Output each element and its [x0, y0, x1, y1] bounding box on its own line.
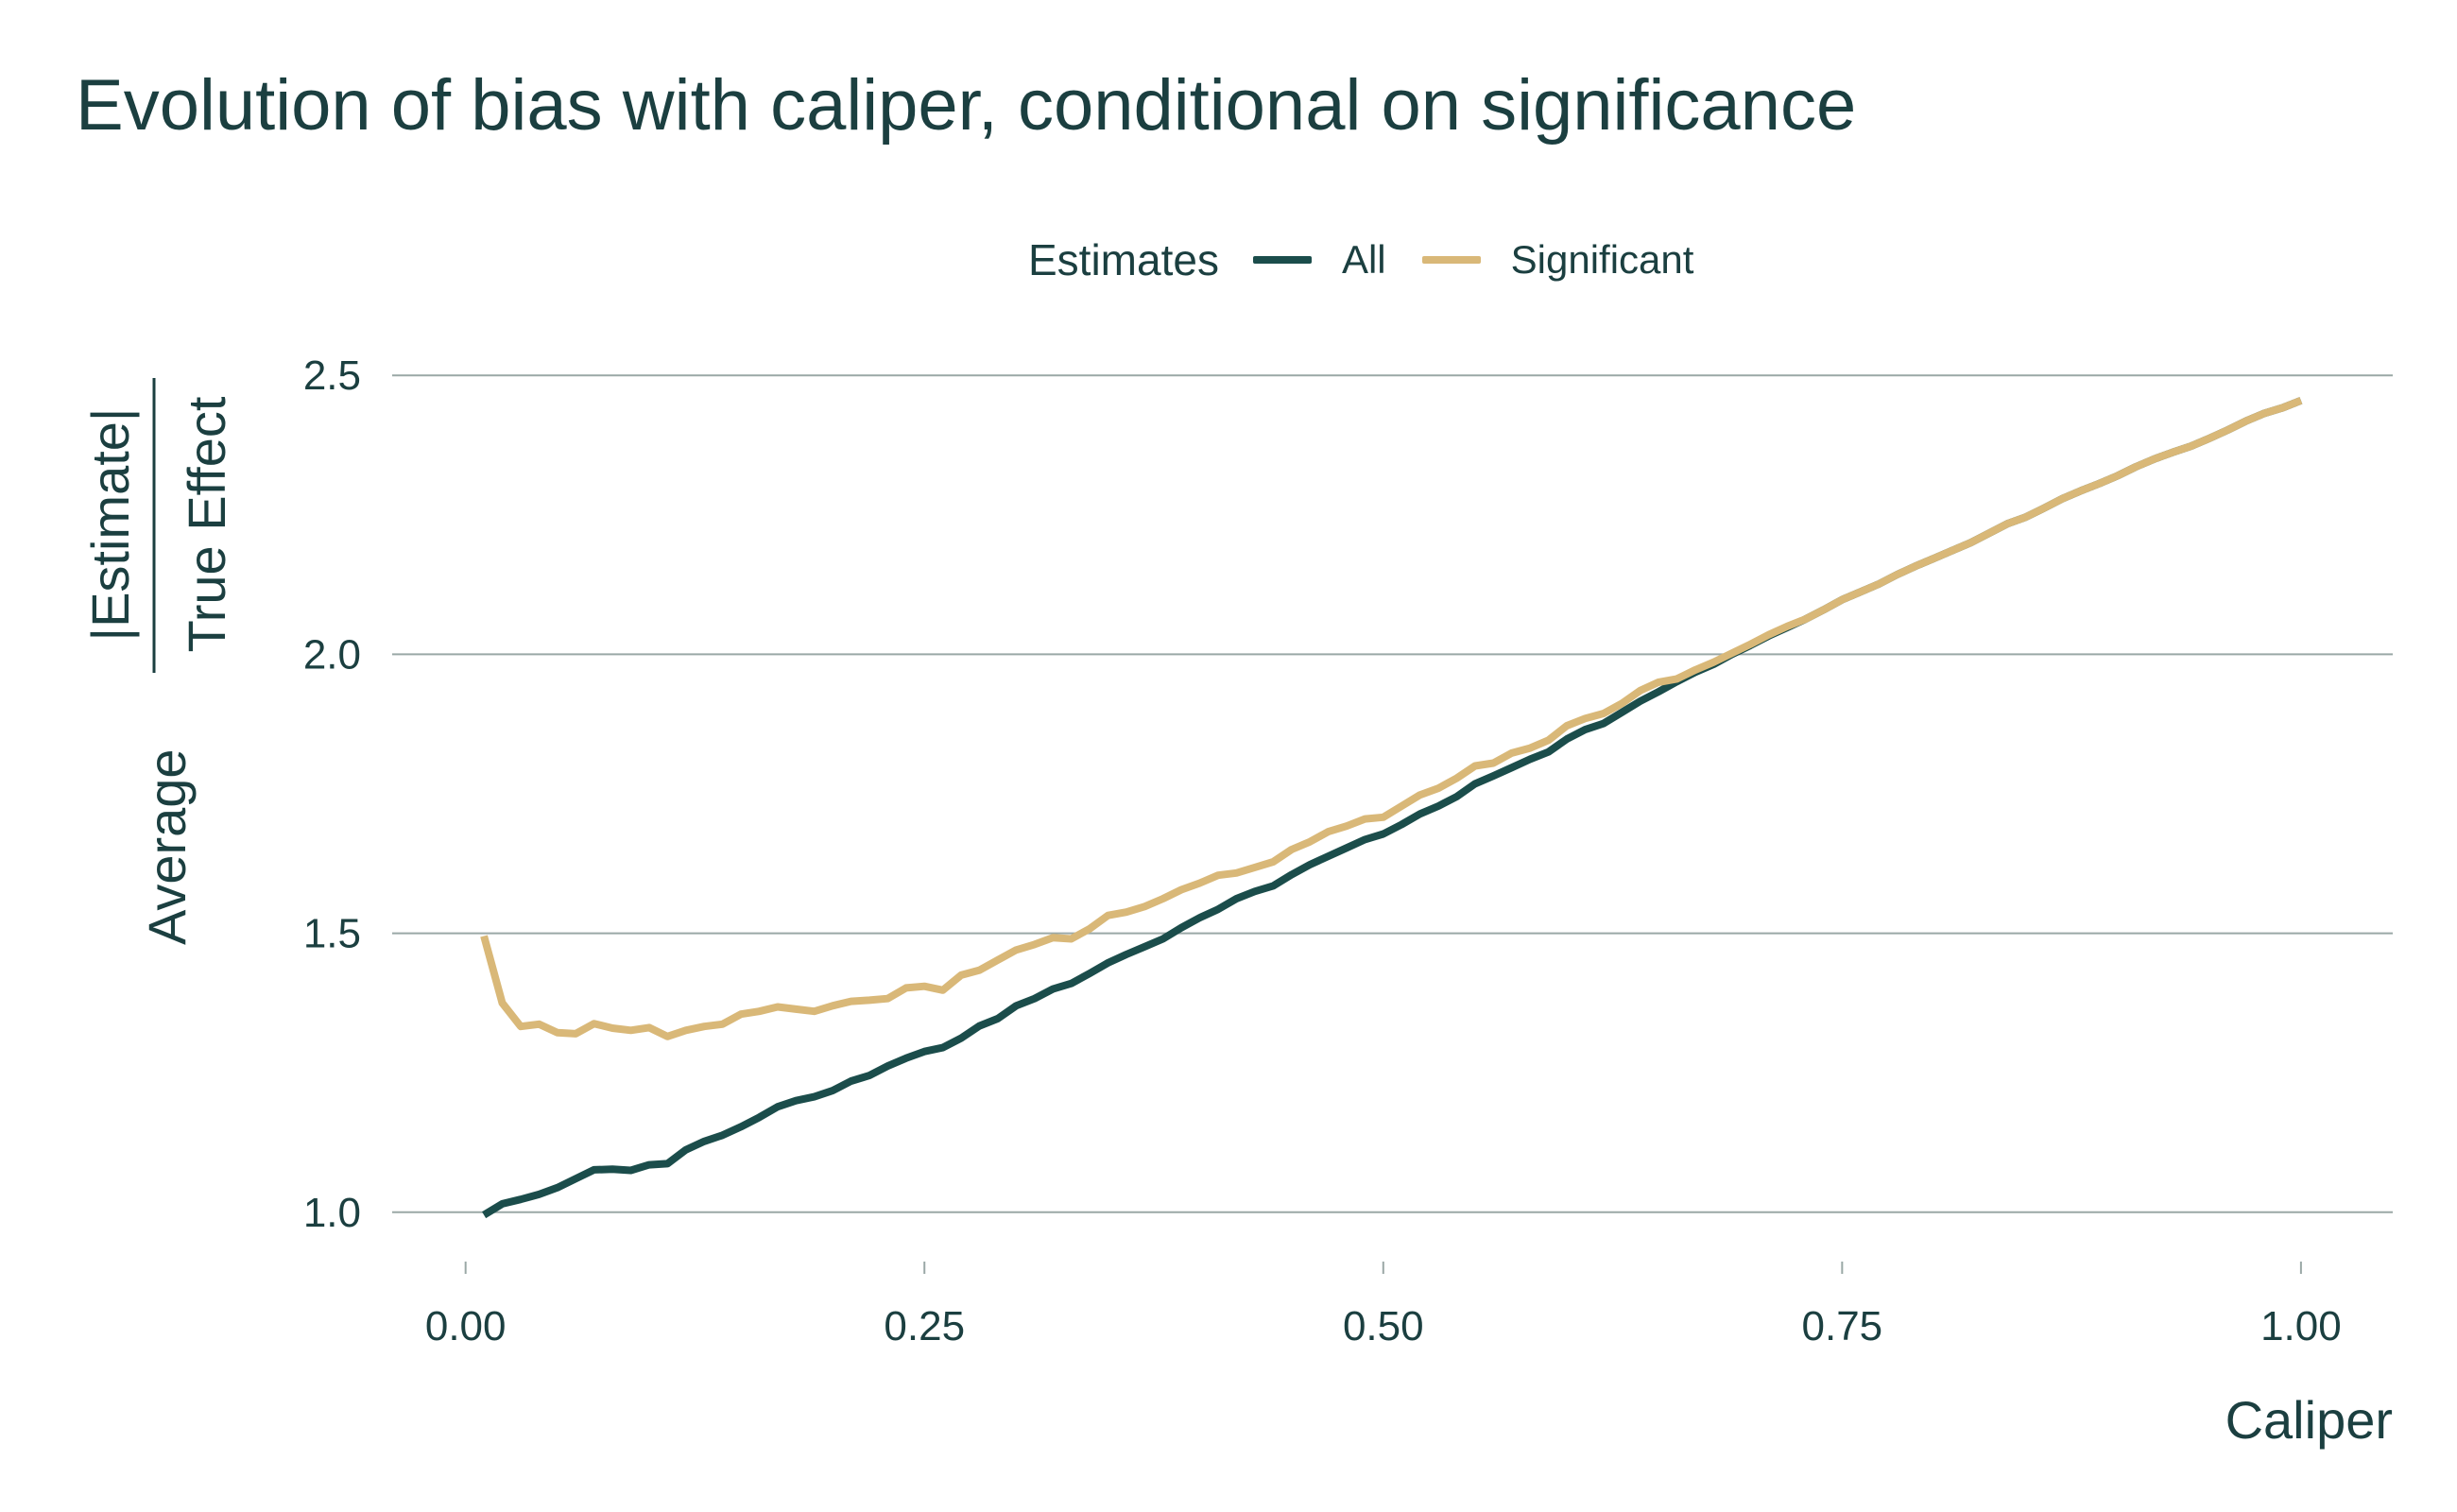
x-axis-ticks: 0.00 0.25 0.50 0.75 1.00	[425, 1262, 2342, 1349]
legend-key-significant	[1421, 256, 1481, 264]
legend-label-all: All	[1341, 237, 1386, 282]
legend-key-all	[1252, 256, 1312, 264]
x-tick-label: 0.25	[884, 1303, 965, 1349]
y-tick-label: 2.5	[303, 352, 361, 399]
legend-title: Estimates	[1028, 235, 1219, 284]
y-tick-label: 1.5	[303, 911, 361, 957]
y-axis-label-denominator: True Effect	[177, 396, 236, 652]
chart-legend: Estimates All Significant	[1028, 227, 1729, 293]
series-line-significant	[480, 397, 2303, 1040]
x-tick-label: 0.50	[1343, 1303, 1424, 1349]
y-axis-label-prefix: Average	[137, 748, 197, 945]
series-lines	[480, 397, 2303, 1219]
gridlines	[392, 374, 2393, 1213]
chart-title: Evolution of bias with caliper, conditio…	[76, 65, 1857, 146]
legend-label-significant: Significant	[1510, 237, 1694, 282]
y-tick-label: 1.0	[303, 1190, 361, 1236]
y-tick-label: 2.0	[303, 631, 361, 678]
x-tick-label: 0.75	[1802, 1303, 1883, 1349]
y-axis-ticks: 1.0 1.5 2.0 2.5	[303, 352, 361, 1236]
y-axis-label-numerator: |Estimate|	[80, 408, 140, 642]
y-axis-label: Average |Estimate| True Effect	[80, 378, 236, 945]
legend-item-significant: Significant	[1421, 237, 1694, 283]
x-tick-label: 0.00	[425, 1303, 507, 1349]
x-axis-label: Caliper	[2225, 1390, 2393, 1450]
x-tick-label: 1.00	[2260, 1303, 2342, 1349]
legend-item-all: All	[1252, 237, 1386, 283]
